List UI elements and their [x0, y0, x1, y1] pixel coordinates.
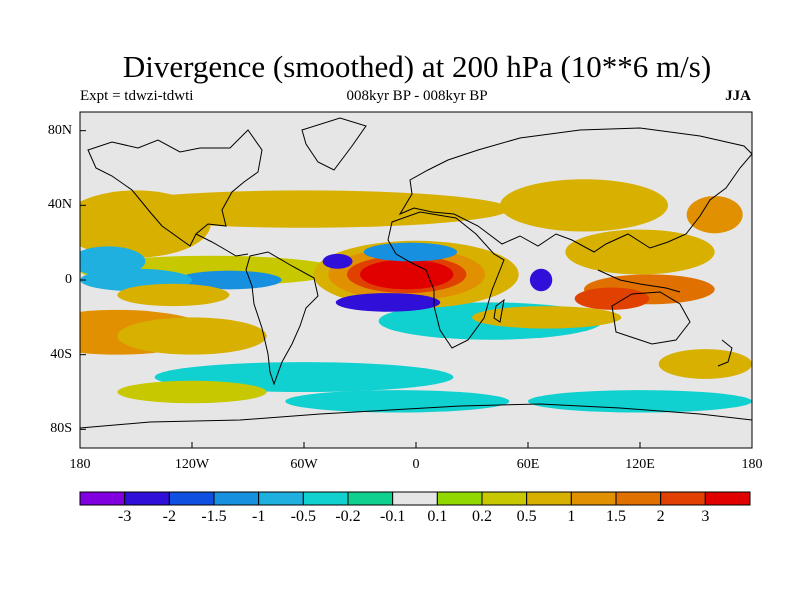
colorbar-label: 1.5 — [606, 508, 626, 525]
field-region — [117, 317, 267, 355]
colorbar-swatch — [347, 491, 394, 506]
lon-tick-label: 180 — [741, 457, 763, 472]
field-region — [529, 268, 553, 292]
field-region — [658, 349, 752, 379]
lat-tick-label: 0 — [65, 272, 72, 287]
field-region — [528, 390, 752, 413]
lon-tick-label: 120W — [174, 457, 210, 472]
colorbar-swatch — [258, 491, 304, 506]
colorbar-label: 0.2 — [472, 508, 492, 525]
field-region — [285, 390, 510, 413]
colorbar-swatch — [481, 491, 528, 506]
colorbar-swatch — [526, 491, 572, 506]
lat-tick-label: 80S — [50, 421, 72, 437]
colorbar — [79, 491, 751, 506]
coastline-africa — [387, 211, 505, 349]
field-region — [472, 306, 622, 329]
colorbar-swatch — [570, 491, 617, 506]
field-region — [322, 253, 353, 269]
coastline-australia — [611, 291, 691, 345]
field-region — [574, 287, 650, 310]
field-region — [360, 259, 454, 290]
colorbar-label: -0.5 — [290, 508, 316, 525]
coastline-central-america — [195, 233, 249, 257]
coastline-madagascar — [493, 298, 505, 323]
colorbar-label: 0.1 — [427, 508, 448, 525]
colorbar-swatch — [436, 491, 483, 506]
field-region — [117, 380, 267, 404]
coastlines — [80, 117, 752, 429]
coastline-greenland — [301, 117, 367, 171]
divergence-field — [80, 112, 752, 448]
coastline-antarctica — [80, 403, 752, 429]
lon-tick-label: 0 — [412, 457, 420, 472]
coastline-europe-asia — [398, 127, 752, 253]
field-region — [686, 196, 743, 234]
colorbar-label: -0.2 — [335, 508, 361, 525]
lat-tick-label: 40S — [50, 346, 72, 362]
coastline-new-zealand — [717, 339, 733, 367]
lat-tick-label: 80N — [47, 122, 72, 138]
coastline-south-america — [245, 251, 319, 386]
colorbar-swatch — [392, 491, 438, 506]
colorbar-swatch — [660, 491, 706, 506]
field-region — [335, 293, 441, 312]
colorbar-swatch — [168, 491, 215, 506]
field-region — [80, 190, 211, 258]
field-region — [565, 229, 715, 275]
field-region — [117, 283, 230, 307]
lon-tick-label: 120E — [625, 457, 655, 472]
lon-tick-label: 60W — [290, 457, 318, 472]
experiment-label: Expt = tdwzi-tdwti — [80, 88, 194, 104]
field-region — [363, 242, 458, 262]
colorbar-swatch — [79, 491, 126, 506]
colorbar-swatch — [124, 491, 170, 506]
colorbar-swatch — [704, 491, 751, 506]
lon-tick-label: 180 — [69, 457, 91, 472]
coastline-north-america — [87, 129, 263, 247]
lon-tick-label: 60E — [516, 457, 540, 472]
field-region — [177, 270, 282, 290]
field-region — [80, 246, 146, 277]
colorbar-label: -3 — [117, 508, 132, 525]
period-label: 008kyr BP - 008kyr BP — [346, 88, 488, 104]
colorbar-label: 1 — [567, 508, 576, 525]
season-label: JJA — [725, 88, 751, 104]
field-region — [500, 179, 668, 232]
colorbar-swatch — [615, 491, 662, 506]
colorbar-label: 0.5 — [516, 508, 537, 525]
lat-tick-label: 40N — [47, 197, 72, 213]
colorbar-label: 2 — [656, 508, 665, 525]
colorbar-label: -2 — [162, 508, 176, 525]
colorbar-label: -0.1 — [379, 508, 406, 525]
colorbar-label: 3 — [701, 508, 710, 525]
colorbar-label: -1.5 — [201, 508, 227, 525]
coastline-maritime-continent — [597, 269, 681, 293]
colorbar-swatch — [213, 491, 260, 506]
colorbar-swatch — [302, 491, 349, 506]
axis-ticks — [79, 130, 753, 448]
plot-title: Divergence (smoothed) at 200 hPa (10**6 … — [122, 49, 712, 84]
colorbar-label: -1 — [251, 508, 266, 525]
